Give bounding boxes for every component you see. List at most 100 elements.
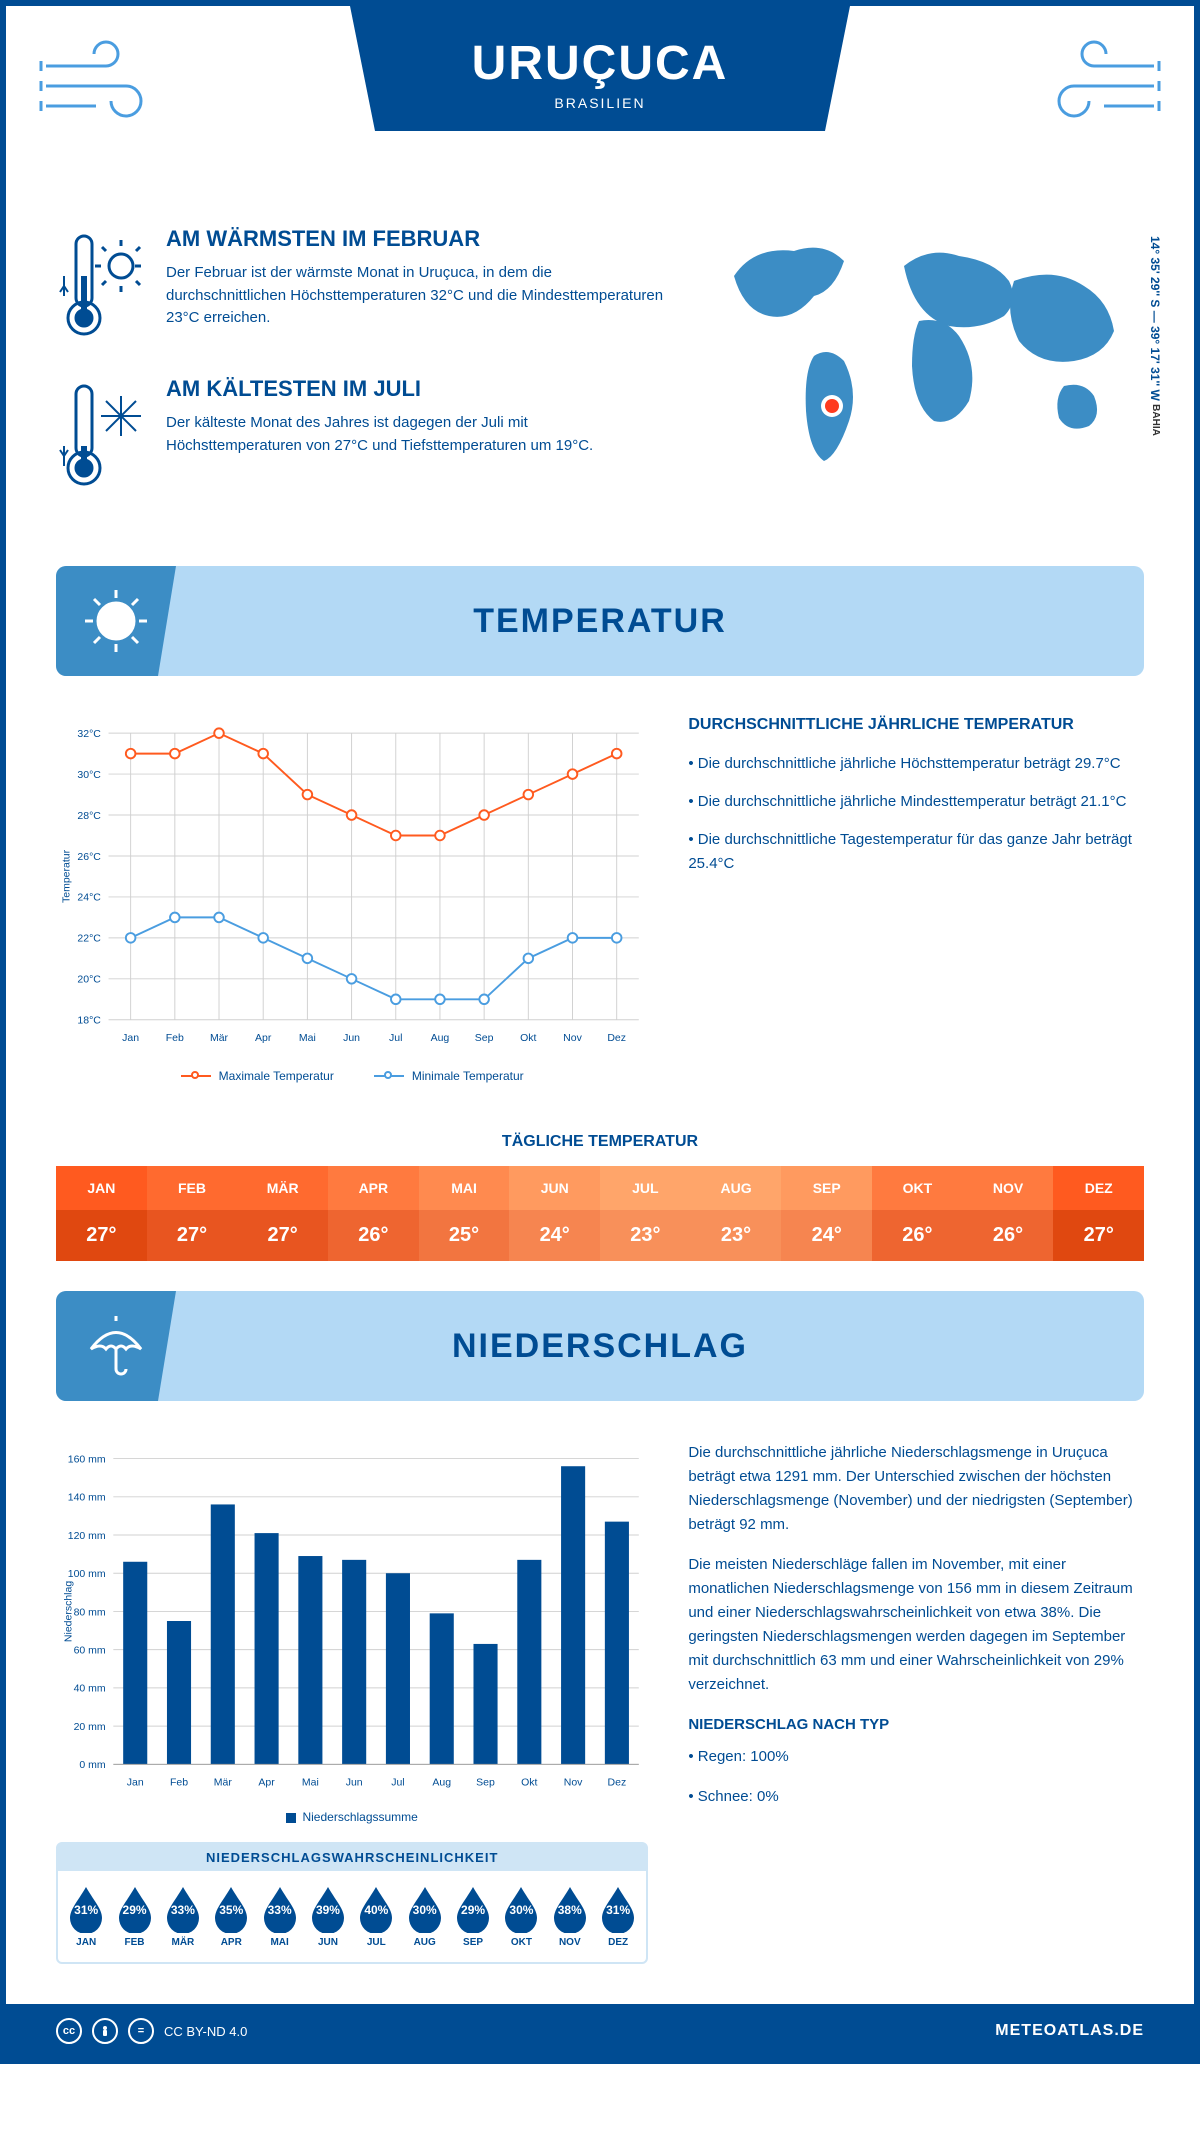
country-name: BRASILIEN — [390, 95, 810, 111]
svg-text:28°C: 28°C — [77, 810, 101, 822]
sun-icon — [81, 586, 151, 656]
header: URUÇUCA BRASILIEN — [6, 6, 1194, 206]
precip-p2: Die meisten Niederschläge fallen im Nove… — [688, 1553, 1144, 1697]
svg-text:160 mm: 160 mm — [68, 1453, 106, 1465]
precipitation-title: NIEDERSCHLAG — [452, 1327, 748, 1366]
svg-text:Temperatur: Temperatur — [60, 849, 72, 903]
svg-text:0 mm: 0 mm — [79, 1759, 106, 1771]
svg-text:Jan: Jan — [122, 1032, 139, 1044]
temperature-legend: Maximale Temperatur Minimale Temperatur — [56, 1069, 648, 1083]
warmest-text: Der Februar ist der wärmste Monat in Uru… — [166, 262, 664, 330]
precip-probability-box: NIEDERSCHLAGSWAHRSCHEINLICHKEIT 31% JAN … — [56, 1842, 648, 1964]
precip-p1: Die durchschnittliche jährliche Niedersc… — [688, 1441, 1144, 1537]
svg-text:18°C: 18°C — [77, 1015, 101, 1027]
daily-month-head: NOV — [963, 1166, 1054, 1210]
coordinates: 14° 35' 29'' S — 39° 17' 31'' W BAHIA — [1148, 236, 1162, 436]
daily-month-head: MAI — [419, 1166, 510, 1210]
daily-month-head: OKT — [872, 1166, 963, 1210]
daily-month-head: JUL — [600, 1166, 691, 1210]
annual-bullet: • Die durchschnittliche Tagestemperatur … — [688, 828, 1144, 876]
daily-temp-title: TÄGLICHE TEMPERATUR — [6, 1133, 1194, 1151]
daily-temp-value: 27° — [147, 1210, 238, 1261]
annual-bullet: • Die durchschnittliche jährliche Mindes… — [688, 790, 1144, 814]
license-text: CC BY-ND 4.0 — [164, 2024, 247, 2039]
temperature-header: TEMPERATUR — [56, 566, 1144, 676]
probability-title: NIEDERSCHLAGSWAHRSCHEINLICHKEIT — [58, 1844, 646, 1871]
precip-type-bullet: • Regen: 100% — [688, 1745, 1144, 1769]
svg-text:Jun: Jun — [343, 1032, 360, 1044]
daily-temp-value: 27° — [1053, 1210, 1144, 1261]
svg-text:Niederschlag: Niederschlag — [62, 1581, 74, 1642]
drop-icon: 33% — [163, 1885, 203, 1933]
drop-icon: 29% — [115, 1885, 155, 1933]
probability-cell: 30% AUG — [403, 1885, 447, 1948]
city-name: URUÇUCA — [390, 36, 810, 91]
probability-value: 29% — [461, 1903, 485, 1917]
probability-value: 31% — [74, 1903, 98, 1917]
world-map-icon — [704, 226, 1144, 486]
precip-legend-label: Niederschlagssumme — [302, 1810, 417, 1824]
svg-text:Aug: Aug — [431, 1032, 450, 1044]
svg-text:32°C: 32°C — [77, 728, 101, 740]
probability-cell: 31% JAN — [64, 1885, 108, 1948]
svg-text:Nov: Nov — [564, 1776, 583, 1788]
coldest-text: Der kälteste Monat des Jahres ist dagege… — [166, 412, 664, 457]
daily-temp-value: 24° — [781, 1210, 872, 1261]
daily-temp-value: 25° — [419, 1210, 510, 1261]
map-block: 14° 35' 29'' S — 39° 17' 31'' W BAHIA — [704, 226, 1144, 526]
coords-text: 14° 35' 29'' S — 39° 17' 31'' W — [1148, 236, 1162, 401]
probability-cell: 35% APR — [209, 1885, 253, 1948]
probability-cell: 33% MAI — [257, 1885, 301, 1948]
daily-temp-value: 27° — [237, 1210, 328, 1261]
probability-month: JAN — [64, 1937, 108, 1948]
legend-max-label: Maximale Temperatur — [219, 1069, 334, 1083]
probability-cell: 39% JUN — [306, 1885, 350, 1948]
daily-month-head: AUG — [691, 1166, 782, 1210]
svg-text:Jan: Jan — [127, 1776, 144, 1788]
region-label: BAHIA — [1150, 404, 1161, 436]
wind-icon — [1044, 36, 1164, 136]
umbrella-icon-box — [56, 1291, 176, 1401]
svg-text:Mär: Mär — [214, 1776, 233, 1788]
probability-cell: 40% JUL — [354, 1885, 398, 1948]
by-icon — [92, 2018, 118, 2044]
drop-icon: 40% — [356, 1885, 396, 1933]
thermometer-hot-icon — [56, 226, 146, 346]
cc-icon: cc — [56, 2018, 82, 2044]
probability-value: 33% — [171, 1903, 195, 1917]
daily-month-head: MÄR — [237, 1166, 328, 1210]
probability-cell: 29% FEB — [112, 1885, 156, 1948]
svg-text:Okt: Okt — [521, 1776, 537, 1788]
svg-text:140 mm: 140 mm — [68, 1492, 106, 1504]
daily-month-head: DEZ — [1053, 1166, 1144, 1210]
title-banner: URUÇUCA BRASILIEN — [350, 6, 850, 131]
precip-type-heading: NIEDERSCHLAG NACH TYP — [688, 1713, 1144, 1737]
probability-value: 33% — [268, 1903, 292, 1917]
probability-value: 31% — [606, 1903, 630, 1917]
temperature-annual-text: DURCHSCHNITTLICHE JÄHRLICHE TEMPERATUR •… — [688, 716, 1144, 1083]
probability-value: 29% — [123, 1903, 147, 1917]
probability-month: AUG — [403, 1937, 447, 1948]
probability-value: 35% — [219, 1903, 243, 1917]
annual-bullet: • Die durchschnittliche jährliche Höchst… — [688, 752, 1144, 776]
license-block: cc = CC BY-ND 4.0 — [56, 2018, 247, 2044]
drop-icon: 30% — [405, 1885, 445, 1933]
drop-icon: 30% — [501, 1885, 541, 1933]
probability-cell: 31% DEZ — [596, 1885, 640, 1948]
probability-month: JUL — [354, 1937, 398, 1948]
footer: cc = CC BY-ND 4.0 METEOATLAS.DE — [6, 2004, 1194, 2058]
svg-text:120 mm: 120 mm — [68, 1530, 106, 1542]
temperature-chart: 18°C20°C22°C24°C26°C28°C30°C32°CJanFebMä… — [56, 716, 648, 1083]
probability-cell: 38% NOV — [548, 1885, 592, 1948]
svg-text:Okt: Okt — [520, 1032, 536, 1044]
svg-text:24°C: 24°C — [77, 892, 101, 904]
daily-month-head: SEP — [781, 1166, 872, 1210]
probability-month: MAI — [257, 1937, 301, 1948]
probability-cell: 29% SEP — [451, 1885, 495, 1948]
wind-icon — [36, 36, 156, 136]
svg-text:20°C: 20°C — [77, 974, 101, 986]
thermometer-cold-icon — [56, 376, 146, 496]
svg-text:100 mm: 100 mm — [68, 1568, 106, 1580]
daily-month-head: JAN — [56, 1166, 147, 1210]
daily-temp-value: 23° — [691, 1210, 782, 1261]
